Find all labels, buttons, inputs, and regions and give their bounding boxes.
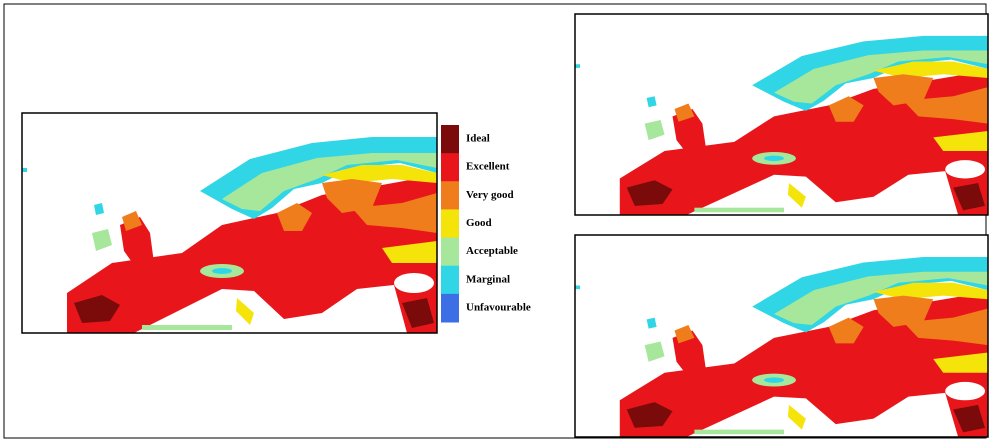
legend-label: Acceptable [466, 245, 518, 257]
legend-swatch [441, 237, 459, 267]
legend-swatch [441, 209, 459, 239]
legend: Ideal Excellent Very good Good Acceptable Mar… [441, 125, 531, 323]
legend-swatch [441, 153, 459, 182]
legend-label: Excellent [466, 161, 510, 173]
legend-label: Very good [466, 189, 514, 201]
legend-swatch [441, 181, 459, 210]
legend-swatch [441, 125, 459, 154]
legend-label: Unfavourable [466, 301, 531, 313]
legend-label: Ideal [466, 133, 490, 145]
legend-label: Good [466, 217, 492, 229]
legend-swatch [441, 265, 459, 295]
figure-frame [3, 3, 987, 439]
legend-label: Marginal [466, 273, 510, 285]
legend-swatch [441, 293, 459, 323]
map-panel-bottom [574, 234, 989, 438]
map-panel-top [574, 13, 989, 216]
map-panel-main [21, 112, 438, 334]
